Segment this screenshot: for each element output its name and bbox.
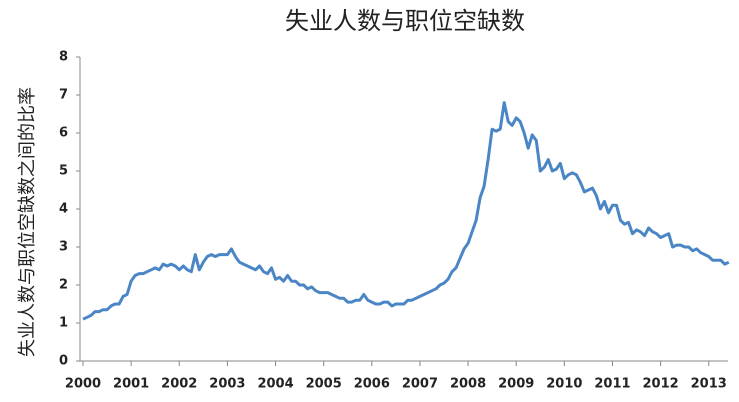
y-tick-label: 8 bbox=[59, 50, 68, 65]
y-tick-label: 2 bbox=[59, 278, 68, 293]
y-tick-label: 7 bbox=[59, 88, 68, 103]
x-tick-label: 2001 bbox=[113, 377, 149, 392]
y-tick-label: 5 bbox=[59, 164, 68, 179]
x-tick-label: 2013 bbox=[691, 377, 727, 392]
x-tick-label: 2007 bbox=[402, 377, 438, 392]
x-tick-label: 2012 bbox=[643, 377, 679, 392]
y-tick-label: 0 bbox=[59, 354, 68, 369]
data-line bbox=[82, 101, 730, 321]
y-axis-label: 失业人数与职位空缺数之间的比率 bbox=[17, 87, 38, 357]
x-tick-label: 2002 bbox=[161, 377, 197, 392]
x-tick-label: 2010 bbox=[546, 377, 582, 392]
x-tick-label: 2005 bbox=[306, 377, 342, 392]
x-tick-label: 2011 bbox=[594, 377, 630, 392]
x-tick-label: 2000 bbox=[65, 377, 101, 392]
x-tick-label: 2006 bbox=[354, 377, 390, 392]
y-tick-label: 4 bbox=[59, 202, 68, 217]
x-tick-label: 2008 bbox=[450, 377, 486, 392]
chart-title: 失业人数与职位空缺数 bbox=[285, 7, 525, 35]
x-tick-label: 2003 bbox=[209, 377, 245, 392]
y-tick-label: 3 bbox=[59, 240, 68, 255]
y-tick-label: 1 bbox=[59, 316, 68, 331]
y-tick-label: 6 bbox=[59, 126, 68, 141]
x-tick-label: 2004 bbox=[257, 377, 293, 392]
x-tick-label: 2009 bbox=[498, 377, 534, 392]
